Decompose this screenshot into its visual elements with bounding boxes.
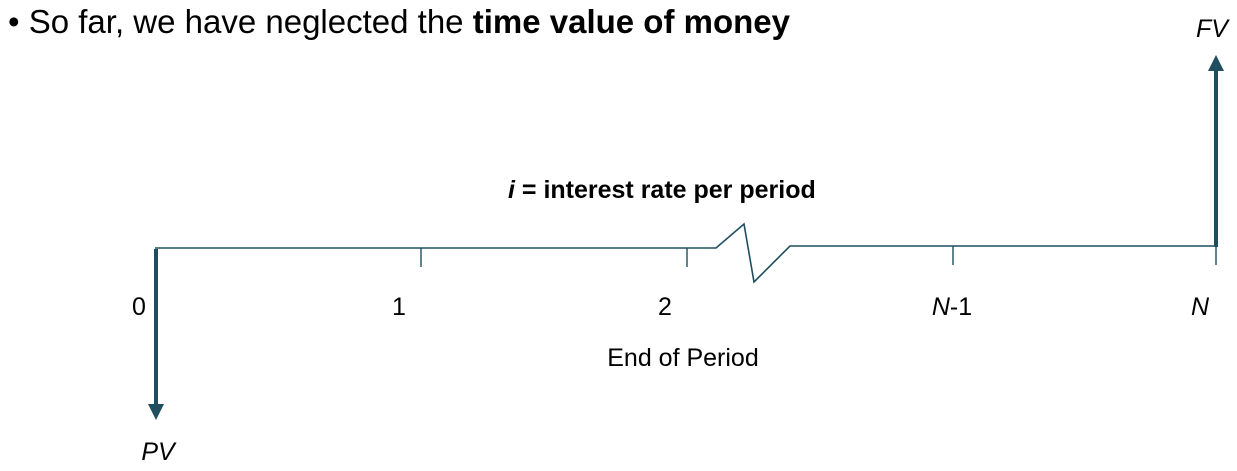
- bullet-bold-text: time value of money: [472, 3, 790, 40]
- axis-title-end-of-period: End of Period: [607, 344, 759, 372]
- bullet-text: • So far, we have neglected the time val…: [8, 2, 790, 42]
- tick-label-0: 0: [132, 293, 146, 321]
- pv-label: PV: [141, 438, 175, 466]
- bullet-plain-text: So far, we have neglected the: [28, 3, 473, 40]
- tick-label-n: N: [1190, 293, 1210, 321]
- tick-label-n-minus-1: N-1: [931, 293, 973, 321]
- interest-rate-symbol: i: [508, 176, 515, 204]
- tick-label-2: 2: [658, 293, 672, 321]
- tick-label-1: 1: [392, 293, 406, 321]
- bullet-marker: •: [8, 3, 20, 40]
- fv-label: FV: [1196, 15, 1228, 43]
- interest-rate-text: = interest rate per period: [514, 176, 816, 204]
- interest-rate-label: i = interest rate per period: [508, 175, 816, 205]
- timeline-axis-left: [155, 222, 1216, 284]
